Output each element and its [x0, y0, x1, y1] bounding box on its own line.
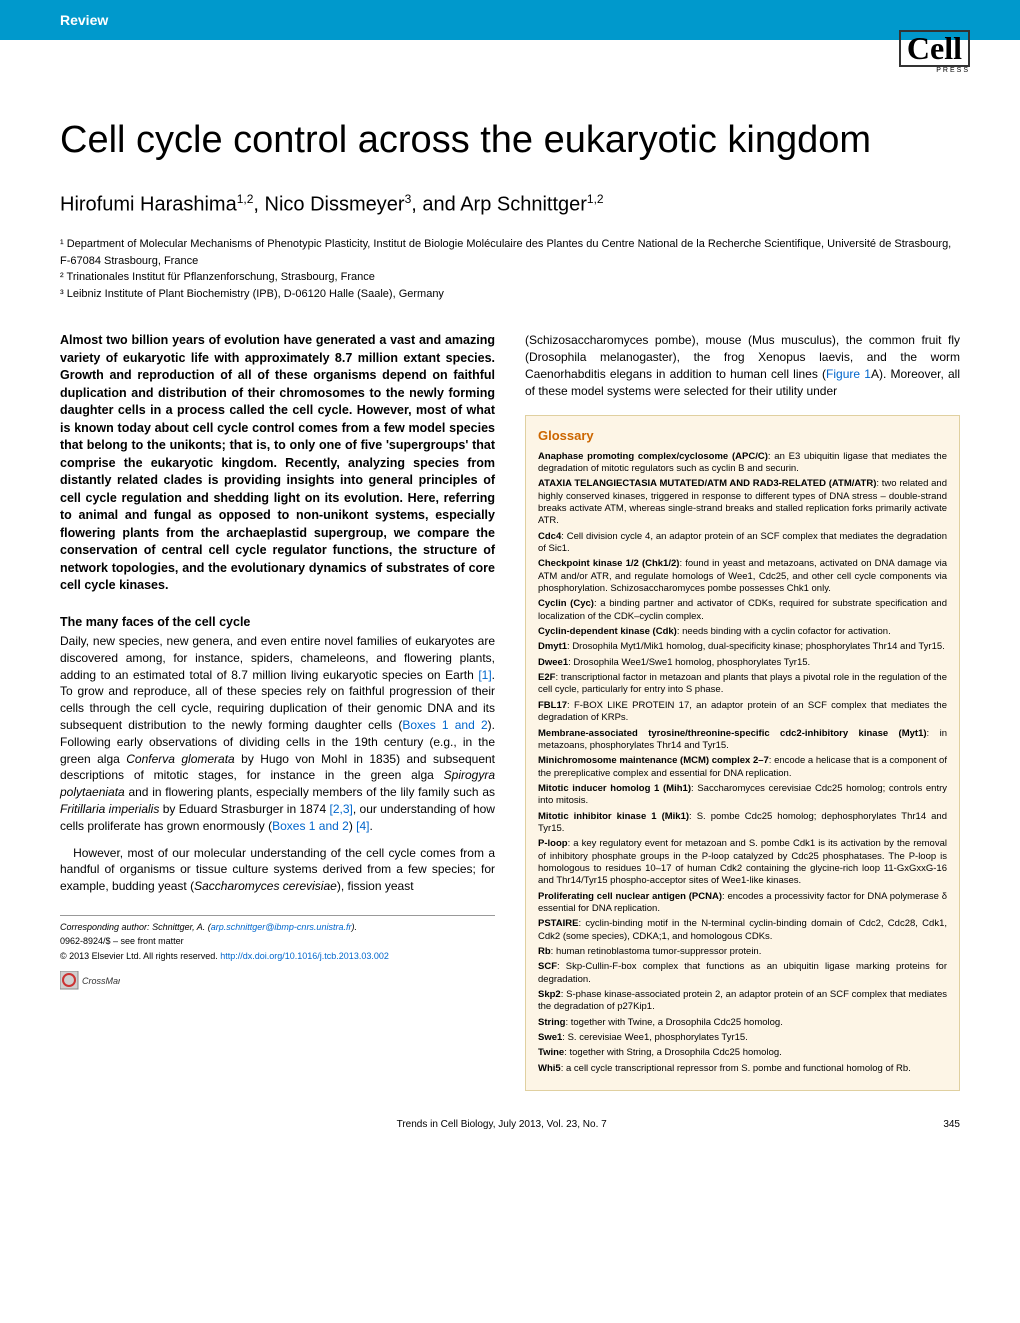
- section-heading-1: The many faces of the cell cycle: [60, 615, 495, 629]
- abstract-text: Almost two billion years of evolution ha…: [60, 332, 495, 595]
- glossary-title: Glossary: [538, 428, 947, 443]
- boxes-ref-1[interactable]: Boxes 1 and 2: [402, 718, 487, 732]
- affiliation-1: ¹ Department of Molecular Mechanisms of …: [60, 236, 960, 269]
- glossary-item: Rb: human retinoblastoma tumor-suppresso…: [538, 946, 947, 958]
- glossary-item: Swe1: S. cerevisiae Wee1, phosphorylates…: [538, 1032, 947, 1044]
- author-1: Hirofumi Harashima: [60, 193, 237, 215]
- authors-line: Hirofumi Harashima1,2, Nico Dissmeyer3, …: [60, 192, 960, 217]
- affiliation-3: ³ Leibniz Institute of Plant Biochemistr…: [60, 286, 960, 303]
- svg-text:CrossMark: CrossMark: [82, 976, 120, 986]
- left-column: Almost two billion years of evolution ha…: [60, 332, 495, 1091]
- journal-info: Trends in Cell Biology, July 2013, Vol. …: [397, 1119, 607, 1130]
- author-2-aff: 3: [405, 192, 412, 206]
- glossary-item: Dwee1: Drosophila Wee1/Swe1 homolog, pho…: [538, 657, 947, 669]
- glossary-item: Whi5: a cell cycle transcriptional repre…: [538, 1063, 947, 1075]
- affiliations: ¹ Department of Molecular Mechanisms of …: [60, 236, 960, 302]
- right-intro-paragraph: (Schizosaccharomyces pombe), mouse (Mus …: [525, 332, 960, 399]
- glossary-item: Dmyt1: Drosophila Myt1/Mik1 homolog, dua…: [538, 641, 947, 653]
- copyright-line: © 2013 Elsevier Ltd. All rights reserved…: [60, 949, 495, 963]
- author-3-aff: 1,2: [587, 192, 604, 206]
- crossmark-badge[interactable]: CrossMark: [60, 971, 120, 995]
- boxes-ref-2[interactable]: Boxes 1 and 2: [272, 819, 349, 833]
- glossary-item: Anaphase promoting complex/cyclosome (AP…: [538, 451, 947, 476]
- glossary-item: Cyclin (Cyc): a binding partner and acti…: [538, 598, 947, 623]
- page-number: 345: [943, 1119, 960, 1130]
- ref-4[interactable]: [4]: [356, 819, 369, 833]
- body-paragraph-2: However, most of our molecular understan…: [60, 845, 495, 895]
- glossary-box: Glossary Anaphase promoting complex/cycl…: [525, 415, 960, 1091]
- glossary-item: SCF: Skp-Cullin-F-box complex that funct…: [538, 961, 947, 986]
- footer-info: Corresponding author: Schnittger, A. (ar…: [60, 915, 495, 996]
- body-paragraph-1: Daily, new species, new genera, and even…: [60, 633, 495, 835]
- glossary-item: Twine: together with String, a Drosophil…: [538, 1047, 947, 1059]
- glossary-item: P-loop: a key regulatory event for metaz…: [538, 838, 947, 887]
- header-bar: Review: [0, 0, 1020, 40]
- glossary-item: E2F: transcriptional factor in metazoan …: [538, 672, 947, 697]
- glossary-item: Skp2: S-phase kinase-associated protein …: [538, 989, 947, 1014]
- email-link[interactable]: arp.schnittger@ibmp-cnrs.unistra.fr: [211, 922, 352, 932]
- glossary-item: Proliferating cell nuclear antigen (PCNA…: [538, 891, 947, 916]
- ref-2-3[interactable]: [2,3]: [330, 802, 353, 816]
- author-2: Nico Dissmeyer: [265, 193, 405, 215]
- article-title: Cell cycle control across the eukaryotic…: [60, 120, 960, 162]
- glossary-item: Checkpoint kinase 1/2 (Chk1/2): found in…: [538, 558, 947, 595]
- glossary-item: Cyclin-dependent kinase (Cdk): needs bin…: [538, 626, 947, 638]
- affiliation-2: ² Trinationales Institut für Pflanzenfor…: [60, 269, 960, 286]
- glossary-item: Mitotic inducer homolog 1 (Mih1): Saccha…: [538, 783, 947, 808]
- corresponding-author: Corresponding author: Schnittger, A. (ar…: [60, 920, 495, 934]
- glossary-item: Cdc4: Cell division cycle 4, an adaptor …: [538, 531, 947, 556]
- crossmark-icon: CrossMark: [60, 971, 120, 991]
- glossary-item: Minichromosome maintenance (MCM) complex…: [538, 755, 947, 780]
- figure-1a-ref[interactable]: Figure 1: [826, 367, 871, 381]
- glossary-item: String: together with Twine, a Drosophil…: [538, 1017, 947, 1029]
- publisher-logo: Cell PRESS: [899, 30, 970, 74]
- cell-logo-text: Cell: [899, 30, 970, 67]
- cell-logo-sub: PRESS: [899, 67, 970, 74]
- glossary-item: ATAXIA TELANGIECTASIA MUTATED/ATM AND RA…: [538, 478, 947, 527]
- glossary-item: Mitotic inhibitor kinase 1 (Mik1): S. po…: [538, 811, 947, 836]
- author-1-aff: 1,2: [237, 192, 254, 206]
- issn-line: 0962-8924/$ – see front matter: [60, 934, 495, 948]
- ref-1[interactable]: [1]: [478, 668, 491, 682]
- page-footer: Trends in Cell Biology, July 2013, Vol. …: [0, 1111, 1020, 1150]
- right-column: (Schizosaccharomyces pombe), mouse (Mus …: [525, 332, 960, 1091]
- doi-link[interactable]: http://dx.doi.org/10.1016/j.tcb.2013.03.…: [220, 951, 389, 961]
- glossary-item: Membrane-associated tyrosine/threonine-s…: [538, 728, 947, 753]
- glossary-item: FBL17: F-BOX LIKE PROTEIN 17, an adaptor…: [538, 700, 947, 725]
- author-3: Arp Schnittger: [460, 193, 587, 215]
- review-label: Review: [60, 12, 108, 28]
- glossary-item: PSTAIRE: cyclin-binding motif in the N-t…: [538, 918, 947, 943]
